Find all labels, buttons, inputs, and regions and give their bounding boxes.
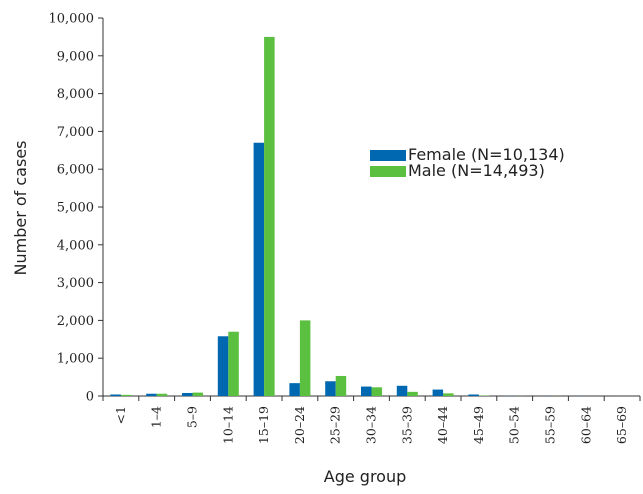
x-tick-label: 15–19 (256, 406, 271, 444)
y-tick-label: 8,000 (57, 87, 94, 102)
bar-male (192, 392, 203, 396)
x-tick-label: 5–9 (185, 406, 200, 428)
tick-labels: 0 1,000 2,000 3,000 4,000 5,000 6,000 7,000 8,00… (49, 12, 630, 445)
x-tick-label: 45–49 (471, 406, 486, 444)
y-tick-label: 9,000 (57, 49, 94, 64)
x-tick-label: 30–34 (364, 406, 379, 444)
y-tick-label: 5,000 (57, 201, 94, 216)
bar-female (361, 386, 372, 396)
bar-female (289, 383, 300, 396)
x-tick-label: 1–4 (149, 406, 164, 428)
bar-female (217, 336, 229, 396)
legend-label-female: Female (N=10,134) (408, 145, 565, 164)
bar-male (264, 36, 275, 397)
y-tick-label: 7,000 (57, 125, 94, 140)
bar-male (299, 320, 311, 396)
axes (98, 17, 641, 401)
bar-male (407, 391, 418, 396)
legend-label-male: Male (N=14,493) (408, 161, 545, 180)
y-tick-label: 6,000 (57, 163, 94, 178)
x-axis-title: Age group (324, 467, 407, 486)
bar-female (325, 381, 336, 396)
bar-male (228, 331, 239, 396)
x-tick-label: 60–64 (578, 406, 593, 444)
x-tick-label: 55–59 (543, 406, 558, 444)
bar-female (146, 393, 157, 396)
x-tick-label: <1 (113, 406, 128, 424)
x-tick-label: 25–29 (328, 406, 343, 444)
y-tick-label: 10,000 (49, 12, 95, 27)
bar-female (396, 385, 408, 396)
y-axis-title: Number of cases (11, 141, 30, 276)
y-tick-label: 4,000 (57, 238, 94, 253)
bar-female (253, 142, 265, 396)
x-tick-label: 40–44 (435, 406, 450, 444)
y-tick-label: 2,000 (57, 314, 94, 329)
bar-male (156, 393, 168, 396)
y-tick-label: 3,000 (57, 276, 94, 291)
bar-female (468, 394, 479, 396)
x-tick-label: 20–24 (292, 406, 307, 444)
legend-swatch-male (370, 166, 406, 177)
y-tick-label: 0 (86, 390, 94, 405)
bar-male (120, 394, 132, 396)
bar-female (432, 389, 444, 396)
x-tick-label: 50–54 (507, 406, 522, 444)
bar-female (110, 394, 121, 396)
x-tick-label: 35–39 (399, 406, 414, 444)
bar-female (182, 392, 193, 396)
y-tick-label: 1,000 (57, 352, 94, 367)
bar-male (335, 375, 347, 396)
bar-male (371, 387, 382, 396)
bars (110, 36, 633, 397)
legend: Female (N=10,134) Male (N=14,493) (370, 145, 565, 180)
x-tick-label: 10–14 (220, 406, 235, 444)
bar-male (443, 393, 454, 396)
x-tick-label: 65–69 (614, 406, 629, 444)
legend-swatch-female (370, 150, 406, 161)
